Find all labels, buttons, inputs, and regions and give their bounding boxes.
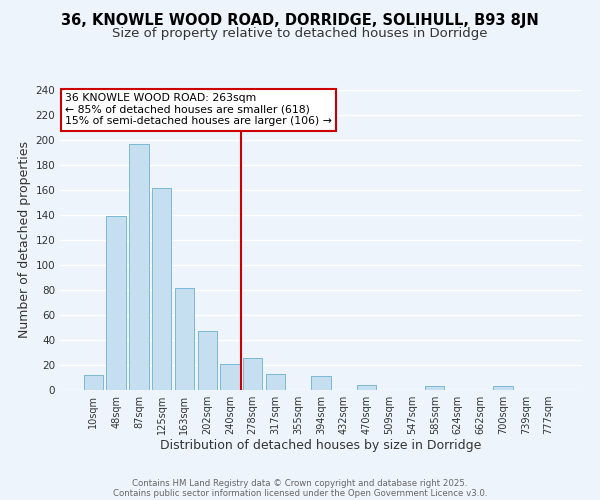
X-axis label: Distribution of detached houses by size in Dorridge: Distribution of detached houses by size …	[160, 438, 482, 452]
Text: Contains public sector information licensed under the Open Government Licence v3: Contains public sector information licen…	[113, 488, 487, 498]
Bar	[493, 386, 513, 390]
Bar	[425, 386, 445, 390]
Bar	[106, 216, 126, 390]
Bar	[152, 188, 172, 390]
Y-axis label: Number of detached properties: Number of detached properties	[18, 142, 31, 338]
Bar	[84, 375, 103, 390]
Text: 36 KNOWLE WOOD ROAD: 263sqm
← 85% of detached houses are smaller (618)
15% of se: 36 KNOWLE WOOD ROAD: 263sqm ← 85% of det…	[65, 93, 332, 126]
Bar	[197, 331, 217, 390]
Text: Contains HM Land Registry data © Crown copyright and database right 2025.: Contains HM Land Registry data © Crown c…	[132, 478, 468, 488]
Bar	[220, 364, 239, 390]
Bar	[243, 358, 262, 390]
Text: 36, KNOWLE WOOD ROAD, DORRIDGE, SOLIHULL, B93 8JN: 36, KNOWLE WOOD ROAD, DORRIDGE, SOLIHULL…	[61, 12, 539, 28]
Bar	[311, 376, 331, 390]
Bar	[357, 385, 376, 390]
Bar	[266, 374, 285, 390]
Text: Size of property relative to detached houses in Dorridge: Size of property relative to detached ho…	[112, 28, 488, 40]
Bar	[129, 144, 149, 390]
Bar	[175, 288, 194, 390]
